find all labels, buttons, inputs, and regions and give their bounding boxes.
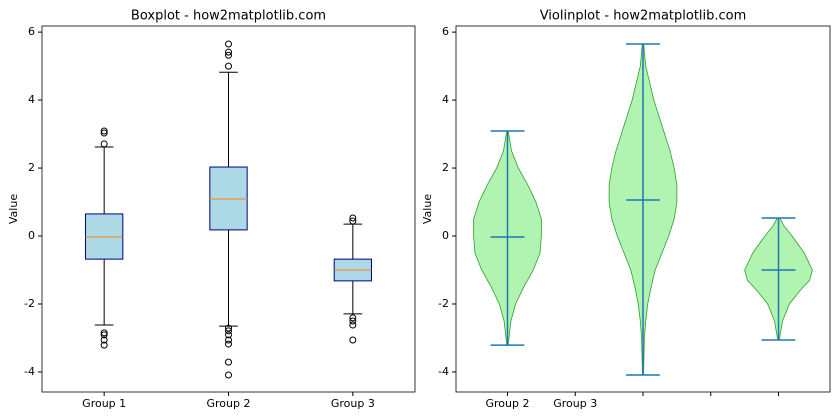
x-tick-label: Group 3 (331, 397, 375, 410)
y-axis-label: Value (421, 194, 434, 224)
y-axis-label: Value (7, 194, 20, 224)
flier (349, 321, 357, 329)
y-tick-label: 0 (28, 229, 35, 242)
x-tick-label: Group 1 (82, 397, 126, 410)
plot-frame (455, 25, 831, 393)
chart-title: Boxplot - how2matplotlib.com (131, 9, 326, 24)
box (209, 166, 248, 231)
chart-title: Violinplot - how2matplotlib.com (540, 9, 747, 24)
flier (100, 129, 108, 137)
flier (100, 331, 108, 339)
flier (225, 371, 232, 379)
y-tick-label: 6 (28, 25, 35, 38)
flier (225, 358, 232, 366)
flier (100, 341, 108, 349)
plot-frame (41, 25, 416, 393)
flier (100, 329, 108, 337)
flier (100, 127, 108, 135)
flier (225, 62, 232, 70)
y-tick-label: 4 (442, 93, 449, 106)
y-tick-label: 4 (28, 93, 35, 106)
y-tick-label: -2 (438, 297, 449, 310)
flier (100, 140, 108, 148)
flier (225, 327, 232, 335)
x-tick-label: Group 3 (553, 397, 597, 410)
y-tick-label: 0 (442, 229, 449, 242)
y-tick-label: -4 (24, 365, 35, 378)
flier (100, 336, 108, 344)
flier (349, 217, 357, 225)
x-tick-label: Group 2 (486, 397, 530, 410)
flier (225, 336, 232, 344)
flier (349, 317, 357, 325)
y-tick-label: 6 (442, 25, 449, 38)
flier (225, 51, 232, 59)
flier (225, 48, 232, 56)
y-tick-label: -2 (24, 297, 35, 310)
flier (225, 331, 232, 339)
flier (349, 314, 357, 322)
y-tick-label: -4 (438, 365, 449, 378)
flier (225, 40, 232, 48)
y-tick-label: 2 (442, 161, 449, 174)
box (85, 213, 124, 260)
y-tick-label: 2 (28, 161, 35, 174)
x-tick-label: Group 2 (207, 397, 251, 410)
flier (225, 324, 232, 332)
flier (349, 336, 357, 344)
flier (349, 214, 357, 222)
flier (225, 340, 232, 348)
